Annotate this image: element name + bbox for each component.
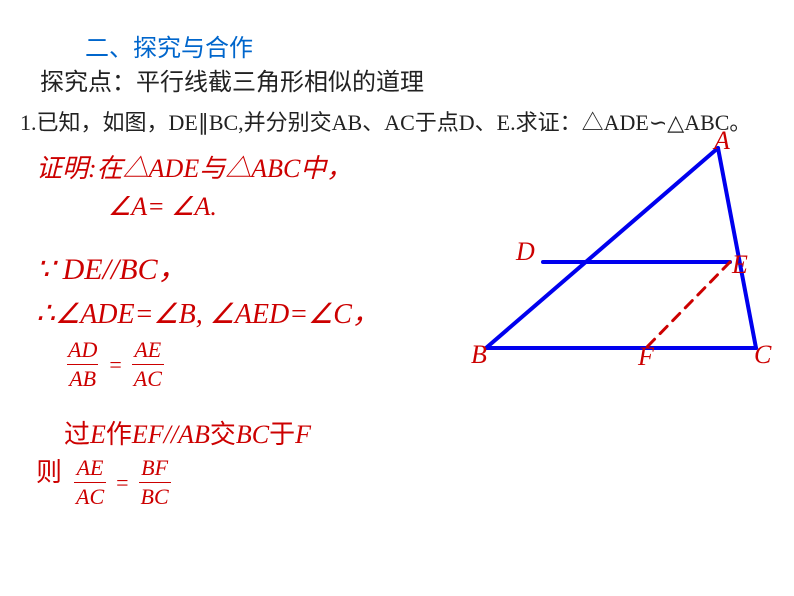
proof-line-5: 过E作EF//AB交BC于F xyxy=(64,414,311,451)
because-symbol: ∵ xyxy=(36,253,55,286)
proof-line-3-text: DE//BC， xyxy=(55,253,188,286)
subtitle: 探究点：平行线截三角形相似的道理 xyxy=(40,62,424,97)
label-A: A xyxy=(714,126,730,156)
frac2-den1: AC xyxy=(74,482,106,509)
fraction-1-left: AD AB xyxy=(66,338,99,391)
fraction-2-left: AE AC xyxy=(74,456,106,509)
l5-h: F xyxy=(295,420,311,449)
triangle-diagram: A B C D E F xyxy=(468,130,778,380)
fraction-1-right: AE AC xyxy=(132,338,164,391)
frac2-num2: BF xyxy=(139,456,170,482)
proof-line-4-text: ∠ADE=∠B, ∠AED=∠C， xyxy=(55,299,380,330)
fraction-2-right: BF BC xyxy=(139,456,171,509)
frac1-num1: AD xyxy=(66,338,99,364)
frac1-den2: AC xyxy=(132,364,164,391)
frac1-num2: AE xyxy=(132,338,163,364)
label-B: B xyxy=(471,340,487,370)
l5-d: EF//AB xyxy=(132,420,210,449)
proof-line-3: ∵ DE//BC， xyxy=(36,244,188,288)
frac1-den1: AB xyxy=(67,364,98,391)
proof-line-6: 则 xyxy=(36,452,62,489)
l5-b: E xyxy=(90,420,106,449)
l5-a: 过 xyxy=(64,420,90,449)
l5-f: BC xyxy=(236,420,269,449)
proof-line-2: ∠A= ∠A. xyxy=(108,192,217,222)
equals-2: = xyxy=(116,470,128,496)
label-F: F xyxy=(638,342,654,372)
label-E: E xyxy=(732,250,748,280)
frac2-num1: AE xyxy=(75,456,106,482)
l5-e: 交 xyxy=(210,420,236,449)
frac2-den2: BC xyxy=(139,482,171,509)
l5-c: 作 xyxy=(106,420,132,449)
proof-line-4: ∴∠ADE=∠B, ∠AED=∠C， xyxy=(36,292,380,332)
proof-line-1: 证明:在△ADE与△ABC中， xyxy=(36,148,352,185)
label-C: C xyxy=(754,340,771,370)
l5-g: 于 xyxy=(269,420,295,449)
fraction-equation-1: AD AB = AE AC xyxy=(66,338,164,391)
fraction-equation-2: AE AC = BF BC xyxy=(74,456,171,509)
label-D: D xyxy=(516,237,535,267)
section-title: 二、探究与合作 xyxy=(85,28,253,63)
equals-1: = xyxy=(109,352,121,378)
therefore-symbol: ∴ xyxy=(36,297,55,330)
